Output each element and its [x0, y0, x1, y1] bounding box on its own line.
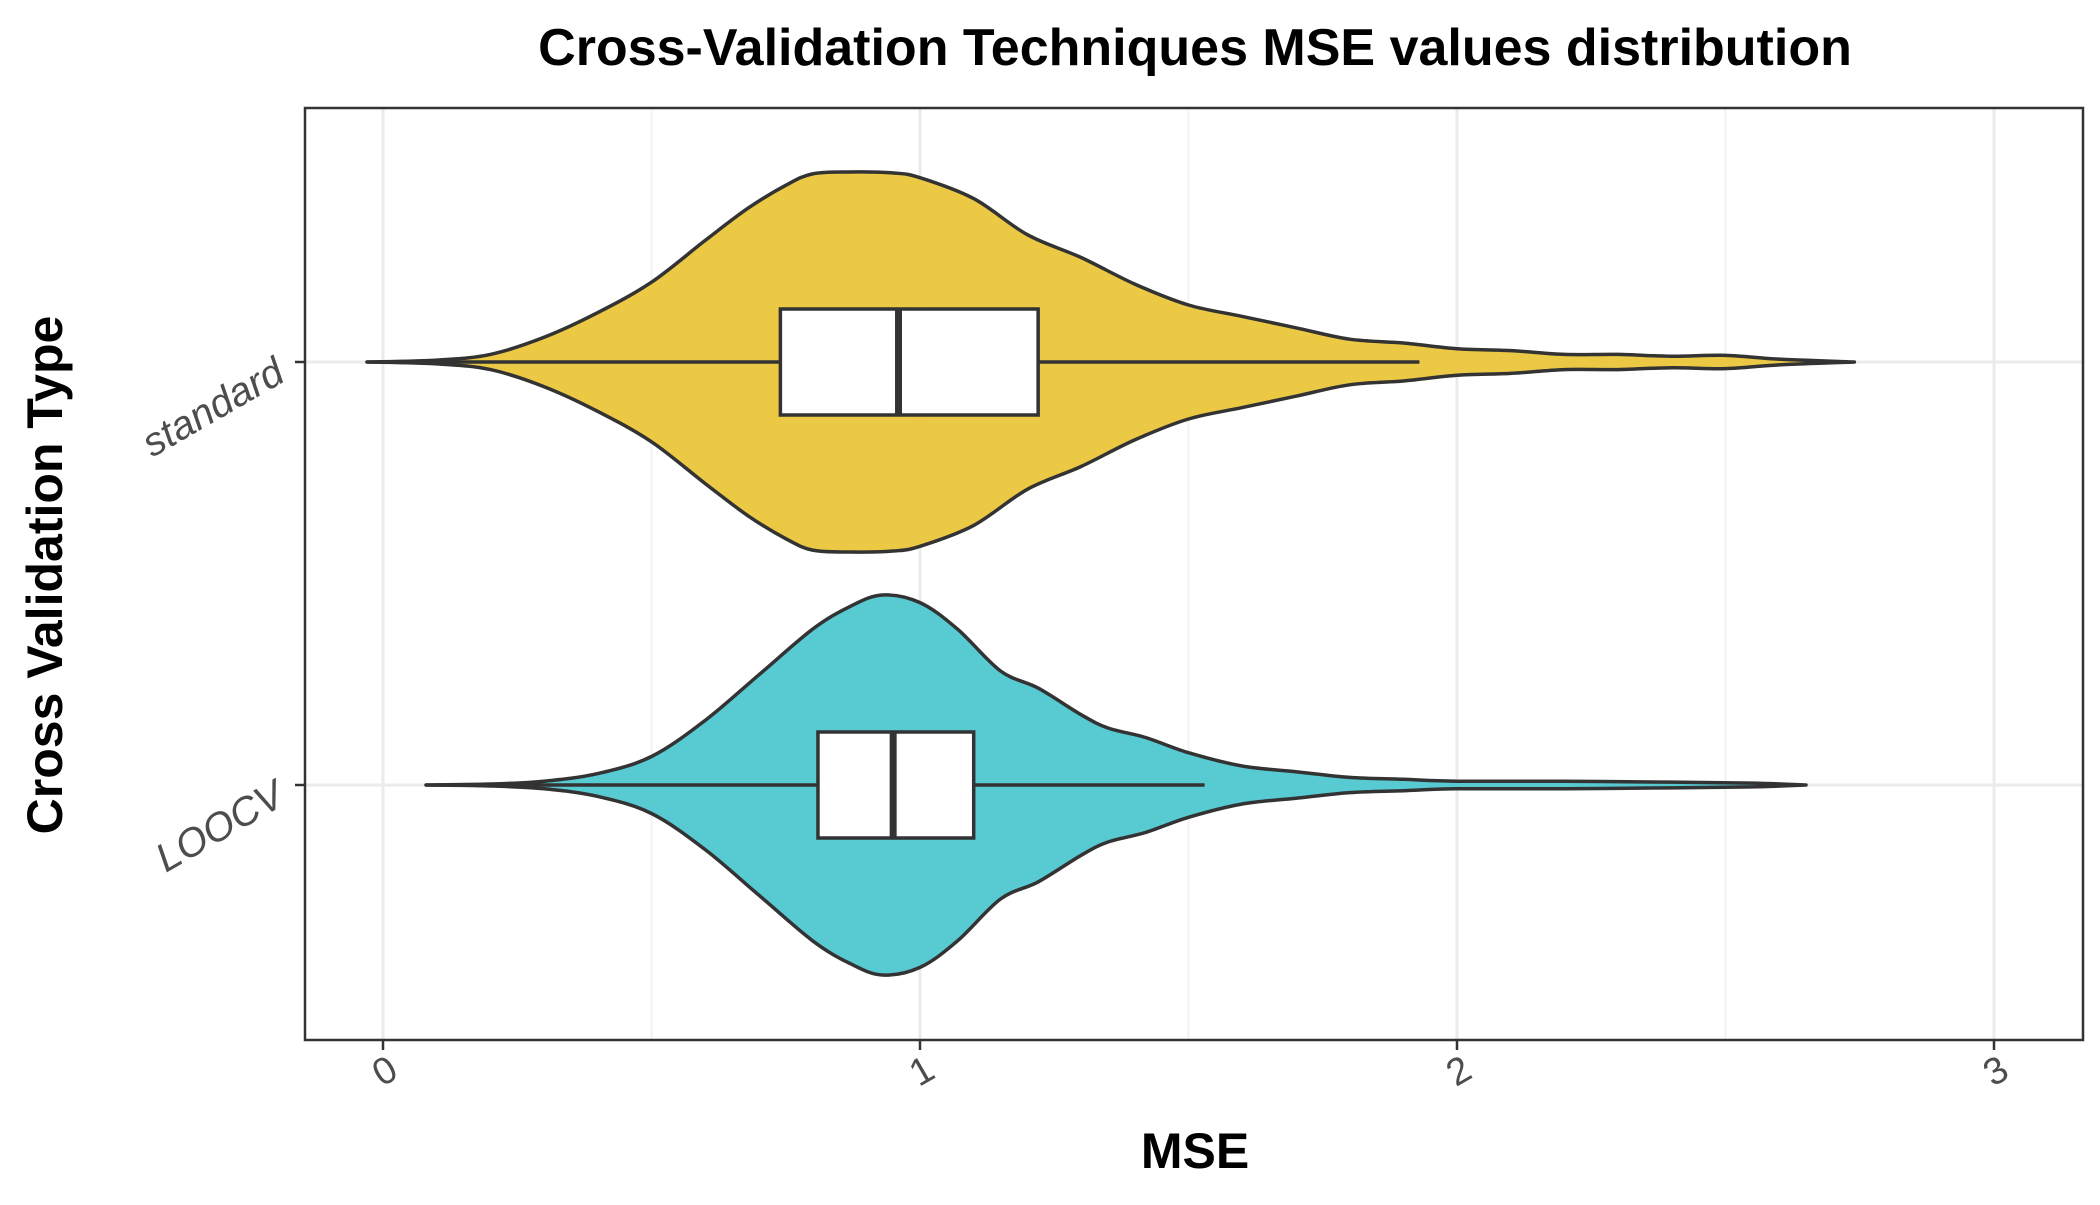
box-standard — [778, 307, 1040, 417]
x-tick-label: 1 — [902, 1048, 941, 1095]
x-tick-label: 3 — [1976, 1048, 2015, 1095]
chart-title: Cross-Validation Techniques MSE values d… — [538, 19, 1852, 77]
x-tick-label: 0 — [365, 1048, 404, 1095]
x-axis-title: MSE — [1141, 1123, 1249, 1179]
plot-area: 0 1 2 3 standard LOOCV — [135, 106, 2085, 1095]
y-axis-title: Cross Validation Type — [17, 316, 73, 835]
y-category-label: LOOCV — [148, 771, 294, 881]
y-category-label: standard — [135, 349, 293, 466]
panel-border — [303, 106, 2085, 1042]
x-tick-label: 2 — [1439, 1048, 1478, 1095]
